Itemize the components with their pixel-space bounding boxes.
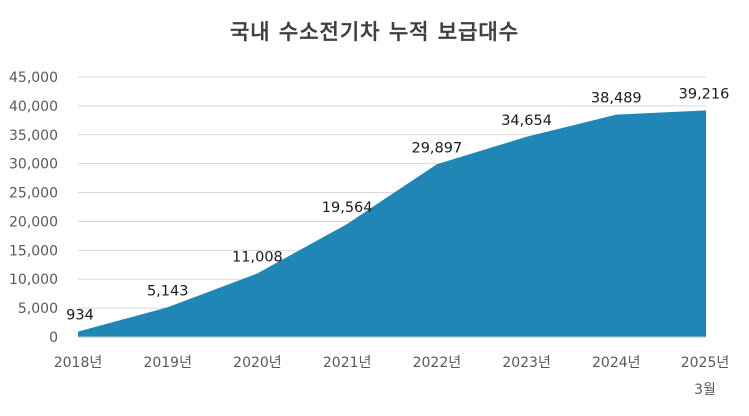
x-tick-sublabel: 3월 [694,382,716,398]
y-tick-label: 20,000 [9,214,58,230]
data-label: 19,564 [322,200,373,216]
y-tick-label: 30,000 [9,157,58,173]
data-label: 934 [66,308,94,324]
data-label: 39,216 [679,86,730,102]
x-tick-label: 2020년 [233,355,282,371]
x-tick-label: 2019년 [143,355,192,371]
data-label: 29,897 [411,140,462,156]
data-label: 34,654 [501,113,552,129]
y-tick-label: 40,000 [9,99,58,115]
x-tick-label: 2018년 [54,355,103,371]
y-tick-label: 0 [49,330,58,346]
data-label: 11,008 [232,249,283,265]
y-tick-label: 45,000 [9,70,58,86]
y-tick-label: 25,000 [9,186,58,202]
x-tick-label: 2024년 [592,355,641,371]
x-tick-label: 2021년 [323,355,372,371]
y-tick-label: 35,000 [9,128,58,144]
y-tick-label: 5,000 [18,301,58,317]
data-label: 5,143 [147,283,189,299]
data-label: 38,489 [591,91,642,107]
area-series [78,110,706,337]
chart-title: 국내 수소전기차 누적 보급대수 [229,20,520,44]
x-tick-label: 2025년 [681,355,730,371]
y-tick-label: 10,000 [9,272,58,288]
x-tick-label: 2023년 [502,355,551,371]
y-tick-label: 15,000 [9,243,58,259]
x-tick-label: 2022년 [413,355,462,371]
